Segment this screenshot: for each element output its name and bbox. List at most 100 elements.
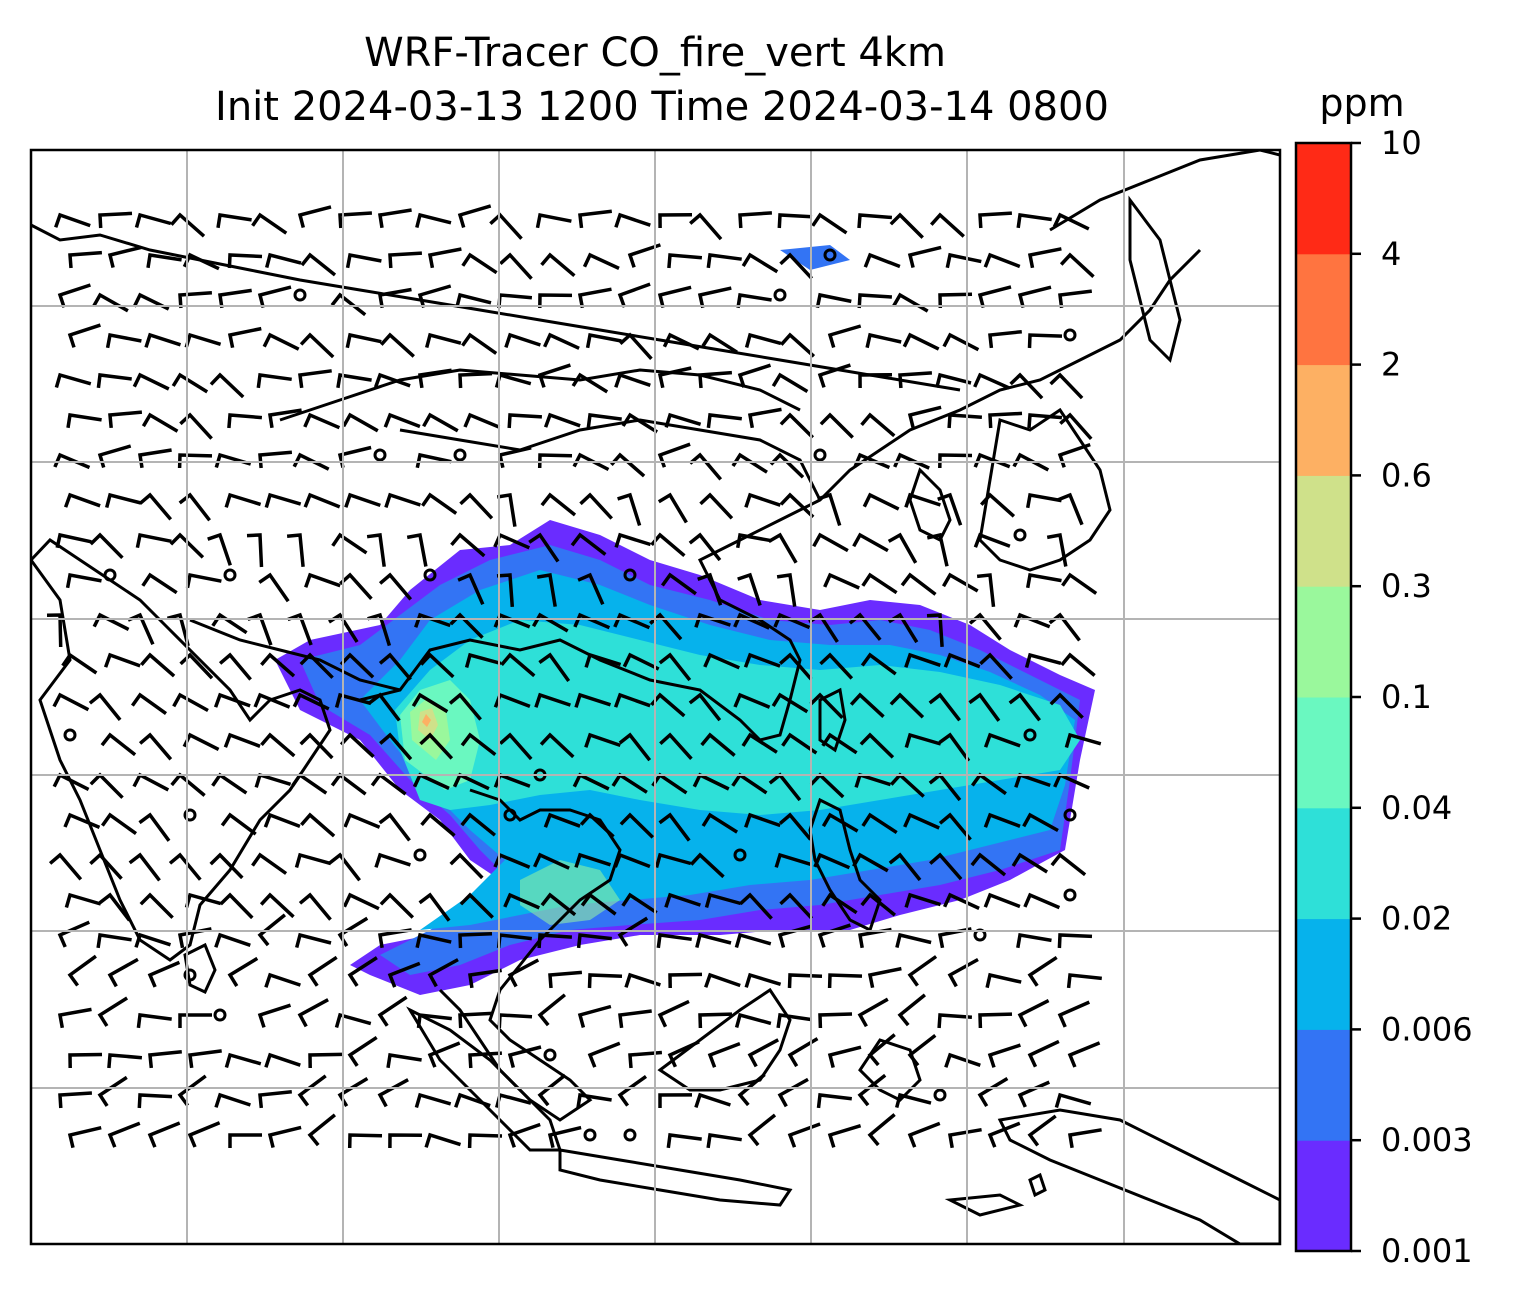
wind-barb — [733, 612, 770, 630]
wind-barb — [574, 692, 612, 708]
colorbar-tick-label: 0.003 — [1381, 1121, 1473, 1159]
wind-barb — [168, 852, 202, 881]
wind-barb — [938, 732, 971, 762]
wind-barb — [251, 852, 288, 875]
gridlines — [31, 150, 1280, 1244]
wind-barb — [528, 532, 560, 563]
wind-barb — [169, 532, 205, 559]
wind-barb — [617, 916, 649, 947]
wind-barb — [739, 892, 773, 920]
wind-barb — [657, 366, 692, 389]
wind-barb — [852, 532, 889, 553]
wind-barb — [741, 252, 779, 274]
wind-barb — [1057, 933, 1093, 949]
wind-barb — [496, 573, 515, 608]
wind-barb — [146, 253, 182, 269]
map-panel — [29, 148, 1282, 1246]
wind-barb — [147, 1121, 181, 1148]
wind-barb — [929, 852, 963, 881]
colorbar-tick-label: 10 — [1381, 124, 1422, 162]
wind-barb — [695, 932, 732, 949]
wind-barb — [619, 332, 653, 360]
wind-barb — [658, 213, 693, 229]
wind-barb — [454, 1092, 491, 1108]
wind-barb — [134, 212, 172, 228]
colorbar-block — [1296, 143, 1351, 255]
wind-barb — [664, 412, 702, 428]
wind-barb — [308, 1052, 343, 1069]
wind-barb — [904, 492, 941, 508]
wind-barb — [55, 532, 92, 549]
wind-barb — [537, 453, 573, 469]
wind-barb — [1046, 532, 1068, 567]
wind-barb — [347, 956, 378, 987]
wind-barb — [579, 492, 613, 520]
wind-barb — [1057, 492, 1084, 526]
wind-barb — [98, 211, 133, 229]
wind-barb — [688, 692, 722, 722]
wind-barb — [827, 324, 862, 348]
wind-barb — [619, 812, 655, 839]
wind-barb — [67, 1125, 102, 1149]
wind-barb — [849, 692, 885, 718]
wind-barb — [1059, 412, 1093, 441]
wind-barb — [736, 292, 772, 309]
wind-barb — [859, 732, 895, 759]
wind-barb — [983, 892, 1021, 909]
wind-barb — [534, 692, 571, 708]
wind-barb — [657, 442, 691, 468]
wind-barb — [536, 572, 557, 607]
wind-barb — [449, 852, 484, 880]
wind-barb — [138, 492, 173, 521]
wind-barb — [857, 213, 893, 229]
wind-barb — [63, 492, 101, 508]
wind-barb — [689, 212, 723, 241]
wind-barb — [574, 852, 612, 868]
calm-circle — [773, 288, 787, 302]
wind-barb — [811, 212, 848, 235]
wind-barb — [744, 812, 781, 828]
wind-barb — [257, 913, 286, 947]
wind-barb — [418, 892, 451, 922]
wind-barb — [459, 892, 494, 919]
wind-barb — [67, 323, 101, 348]
wind-barb — [253, 692, 291, 709]
wind-barb — [747, 1113, 777, 1147]
wind-barb — [224, 1052, 262, 1068]
wind-barb — [295, 932, 332, 949]
calm-circle — [223, 568, 237, 582]
wind-barb — [500, 652, 536, 678]
wind-barb — [415, 452, 452, 469]
wind-barb — [367, 612, 392, 647]
wind-barb — [331, 532, 368, 555]
wind-barb — [658, 1093, 693, 1108]
wind-barb — [988, 411, 1023, 429]
kamchatka — [1128, 195, 1182, 363]
wind-barb — [57, 920, 91, 948]
wind-barb — [577, 1004, 612, 1028]
wind-barb — [1061, 572, 1098, 595]
wind-barb — [88, 692, 122, 721]
wind-barb — [339, 732, 375, 758]
wind-barb — [816, 1093, 853, 1109]
wind-barb — [535, 212, 572, 229]
wind-barb — [135, 532, 172, 549]
wind-barb — [344, 492, 381, 508]
wind-barb — [213, 692, 251, 708]
wind-barb — [926, 613, 944, 648]
wind-barb — [827, 1045, 862, 1069]
colorbar-block — [1296, 807, 1351, 920]
wind-barb — [907, 1121, 941, 1148]
wind-barb — [706, 1133, 742, 1149]
wind-barb — [457, 204, 492, 228]
calm-circle — [1023, 728, 1037, 742]
wind-barb — [166, 612, 190, 647]
wind-barb — [187, 1121, 221, 1148]
wind-barb — [379, 892, 415, 919]
wind-barb — [1017, 1080, 1051, 1108]
wind-barb — [538, 652, 571, 683]
mongolia-border — [279, 368, 801, 422]
tibet-border — [189, 618, 401, 692]
wind-barb — [861, 812, 898, 835]
